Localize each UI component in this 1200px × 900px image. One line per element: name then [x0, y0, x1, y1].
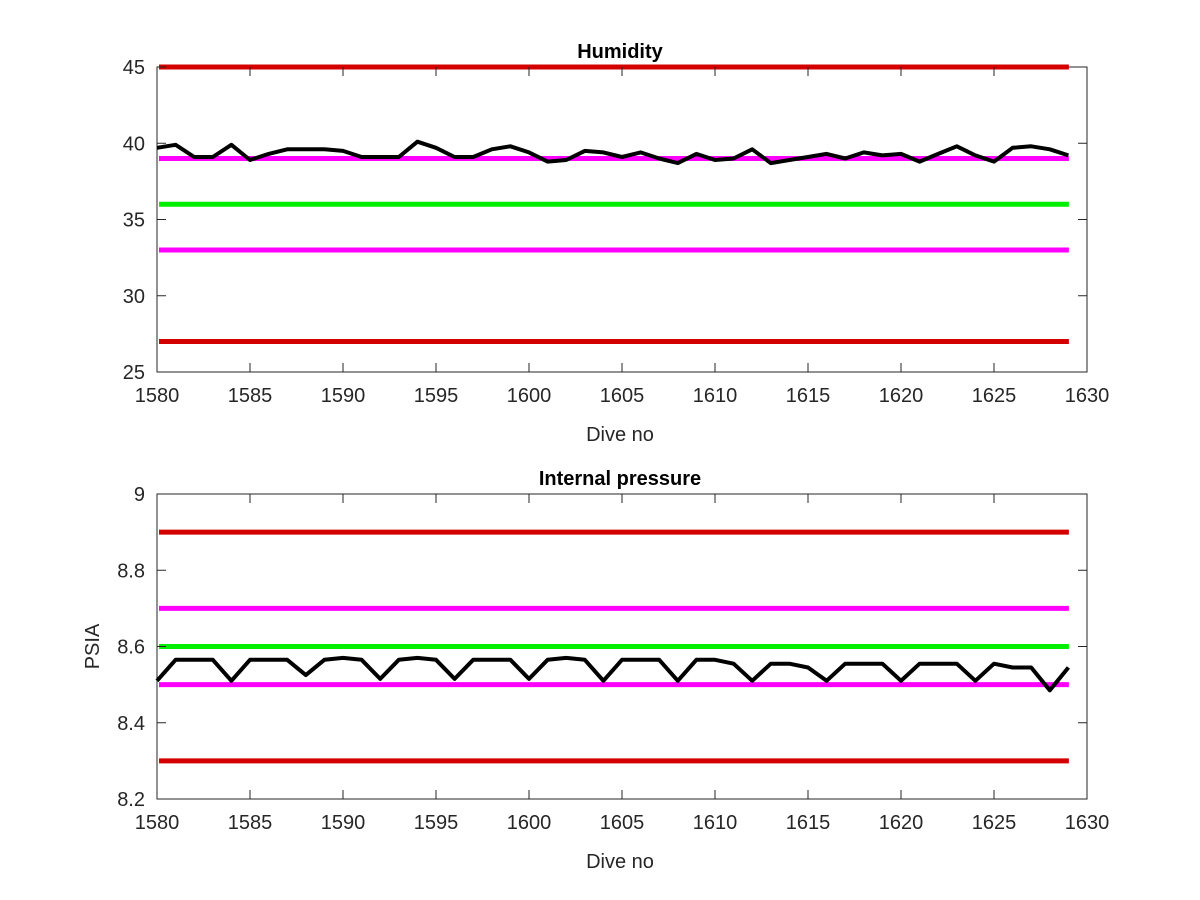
- humidity-y-tick-label: 45: [123, 57, 145, 79]
- pressure-y-tick-label: 8.8: [117, 560, 145, 582]
- pressure-x-tick-label: 1620: [879, 812, 924, 834]
- humidity-y-tick-label: 30: [123, 286, 145, 308]
- pressure-reference-lines: [159, 529, 1069, 764]
- pressure-x-tick-label: 1600: [507, 812, 552, 834]
- humidity-x-axis-label: Dive no: [586, 424, 654, 446]
- humidity-y-ticks: 25 30 35 40 45: [123, 57, 1087, 384]
- humidity-reference-lines: [159, 64, 1069, 344]
- pressure-x-tick-label: 1625: [972, 812, 1017, 834]
- pressure-y-tick-label: 8.6: [117, 637, 145, 659]
- pressure-x-axis-label: Dive no: [586, 851, 654, 873]
- humidity-chart-title: Humidity: [577, 41, 663, 63]
- pressure-x-tick-label: 1630: [1065, 812, 1110, 834]
- humidity-x-tick-label: 1625: [972, 385, 1017, 407]
- humidity-x-tick-label: 1585: [228, 385, 273, 407]
- humidity-x-tick-label: 1600: [507, 385, 552, 407]
- humidity-y-tick-label: 40: [123, 133, 145, 155]
- pressure-x-tick-label: 1580: [135, 812, 180, 834]
- pressure-x-tick-label: 1615: [786, 812, 831, 834]
- pressure-x-tick-label: 1610: [693, 812, 738, 834]
- humidity-series: [156, 139, 1070, 166]
- humidity-axes-frame: [156, 66, 1088, 373]
- humidity-x-tick-label: 1605: [600, 385, 645, 407]
- humidity-x-ticks: 1580 1585 1590 1595 1600 1605 1610 1615 1620 1625…: [135, 67, 1110, 407]
- humidity-x-tick-label: 1580: [135, 385, 180, 407]
- humidity-x-tick-label: 1590: [321, 385, 366, 407]
- humidity-x-tick-label: 1595: [414, 385, 459, 407]
- pressure-y-axis-label: PSIA: [82, 623, 104, 669]
- humidity-x-tick-label: 1620: [879, 385, 924, 407]
- pressure-x-tick-label: 1605: [600, 812, 645, 834]
- pressure-y-tick-label: 8.4: [117, 713, 145, 735]
- humidity-y-tick-label: 35: [123, 210, 145, 232]
- humidity-chart: Humidity Dive no 1580 1585 1590 1595 1600 160…: [123, 41, 1110, 446]
- humidity-series-line-0: [156, 139, 1070, 166]
- pressure-series: [155, 655, 1070, 693]
- pressure-x-ticks: 1580 1585 1590 1595 1600 1605 1610 1615 1620 1625…: [135, 494, 1110, 834]
- humidity-x-tick-label: 1630: [1065, 385, 1110, 407]
- pressure-chart-title: Internal pressure: [539, 468, 701, 490]
- pressure-y-tick-label: 8.2: [117, 789, 145, 811]
- internal-pressure-chart: Internal pressure Dive no PSIA 1580 1585 1…: [82, 468, 1109, 873]
- pressure-x-tick-label: 1585: [228, 812, 273, 834]
- humidity-y-tick-label: 25: [123, 362, 145, 384]
- pressure-y-ticks: 8.2 8.4 8.6 8.8 9: [117, 484, 1087, 811]
- pressure-x-tick-label: 1595: [414, 812, 459, 834]
- pressure-series-line-0: [155, 655, 1070, 693]
- humidity-x-tick-label: 1610: [693, 385, 738, 407]
- pressure-x-tick-label: 1590: [321, 812, 366, 834]
- pressure-y-tick-label: 9: [134, 484, 145, 506]
- humidity-x-tick-label: 1615: [786, 385, 831, 407]
